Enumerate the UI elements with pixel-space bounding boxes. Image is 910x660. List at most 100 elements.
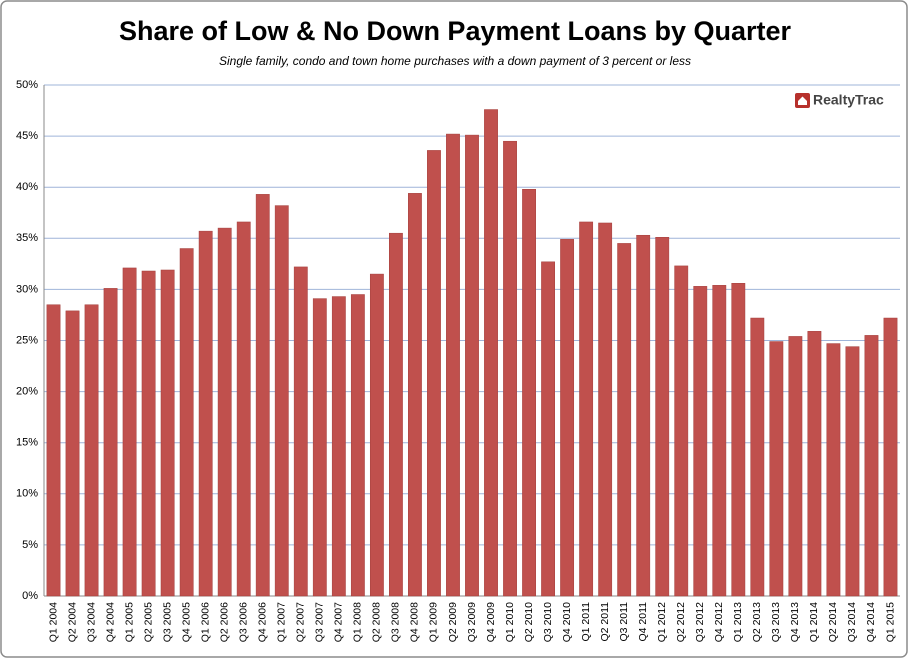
y-tick-label: 5% <box>22 539 38 551</box>
bar <box>598 222 613 597</box>
y-tick-label: 30% <box>16 283 38 295</box>
x-tick-label: Q3 2010 <box>542 602 554 642</box>
bar <box>731 283 746 597</box>
bar <box>864 335 879 597</box>
bar <box>674 265 689 597</box>
x-tick-label: Q1 2011 <box>580 602 592 642</box>
x-tick-label: Q2 2005 <box>142 602 154 642</box>
x-tick-label: Q2 2008 <box>371 602 383 642</box>
bar <box>560 239 575 597</box>
bar <box>389 232 403 597</box>
bar <box>693 286 708 597</box>
bar <box>274 205 289 597</box>
x-tick-label: Q2 2010 <box>523 602 535 642</box>
bar <box>160 269 175 597</box>
bar <box>845 346 860 597</box>
x-tick-label: Q1 2014 <box>808 602 820 642</box>
x-tick-label: Q4 2013 <box>789 602 801 642</box>
bar <box>84 304 99 597</box>
x-tick-label: Q1 2005 <box>123 602 135 642</box>
x-tick-label: Q3 2009 <box>466 602 478 642</box>
x-tick-label: Q3 2007 <box>314 602 326 642</box>
bar <box>179 248 194 597</box>
x-tick-label: Q2 2012 <box>675 602 687 642</box>
x-tick-label: Q4 2011 <box>637 602 649 642</box>
x-tick-label: Q3 2008 <box>390 602 402 642</box>
y-tick-label: 45% <box>16 130 38 142</box>
x-tick-label: Q3 2006 <box>238 602 250 642</box>
x-tick-label: Q4 2012 <box>713 602 725 642</box>
y-tick-label: 0% <box>22 590 38 602</box>
x-tick-label: Q1 2007 <box>276 602 288 642</box>
bar <box>122 267 137 597</box>
x-tick-label: Q1 2015 <box>884 602 896 642</box>
bar <box>446 133 460 597</box>
bar <box>712 285 727 597</box>
x-tick-label: Q4 2004 <box>104 602 116 642</box>
logo-house <box>798 96 807 105</box>
x-tick-label: Q2 2009 <box>447 602 459 642</box>
bar <box>769 341 784 597</box>
bar <box>293 266 308 597</box>
x-tick-label: Q2 2007 <box>295 602 307 642</box>
bar <box>255 194 270 597</box>
bar <box>617 243 632 597</box>
x-tick-label: Q4 2009 <box>485 602 497 642</box>
bar <box>217 227 232 597</box>
x-tick-label: Q2 2011 <box>599 602 611 642</box>
x-tick-label: Q1 2010 <box>504 602 516 642</box>
bar <box>883 317 898 597</box>
bar <box>522 188 536 597</box>
y-tick-label: 10% <box>16 488 38 500</box>
bar <box>236 221 251 597</box>
logo-text: RealtyTrac <box>813 92 884 108</box>
bar <box>198 230 213 597</box>
x-tick-label: Q3 2013 <box>770 602 782 642</box>
x-tick-label: Q1 2004 <box>47 602 59 642</box>
y-tick-label: 50% <box>16 79 38 91</box>
bar <box>427 150 441 597</box>
x-tick-label: Q3 2004 <box>85 602 97 642</box>
x-tick-label: Q4 2007 <box>333 602 345 642</box>
bar <box>408 193 422 597</box>
x-tick-label: Q3 2011 <box>618 602 630 642</box>
bar <box>103 288 118 597</box>
bar <box>636 234 651 597</box>
y-tick-label: 40% <box>16 181 38 193</box>
y-tick-label: 15% <box>16 437 38 449</box>
bar <box>465 134 479 597</box>
x-tick-label: Q1 2012 <box>656 602 668 642</box>
x-tick-label: Q1 2013 <box>732 602 744 642</box>
bar <box>655 237 670 597</box>
bar <box>826 343 841 597</box>
bar <box>484 109 498 597</box>
x-tick-label: Q3 2014 <box>846 602 858 642</box>
x-tick-label: Q4 2008 <box>409 602 421 642</box>
chart-title: Share of Low & No Down Payment Loans by … <box>119 16 792 46</box>
bar <box>750 317 765 597</box>
bar <box>369 273 384 597</box>
bar <box>807 331 822 597</box>
bar <box>312 298 327 597</box>
y-tick-label: 35% <box>16 232 38 244</box>
bar <box>46 304 61 597</box>
y-tick-label: 20% <box>16 386 38 398</box>
bar <box>331 296 346 597</box>
x-tick-label: Q2 2013 <box>751 602 763 642</box>
x-tick-label: Q1 2006 <box>199 602 211 642</box>
bar <box>788 336 803 597</box>
bar <box>65 310 80 597</box>
x-tick-label: Q2 2004 <box>66 602 78 642</box>
chart-subtitle: Single family, condo and town home purch… <box>219 54 691 68</box>
x-tick-label: Q4 2005 <box>180 602 192 642</box>
bar <box>503 140 517 597</box>
x-tick-label: Q2 2006 <box>218 602 230 642</box>
bar <box>579 221 594 597</box>
x-tick-label: Q3 2012 <box>694 602 706 642</box>
x-tick-label: Q1 2009 <box>428 602 440 642</box>
x-tick-label: Q4 2014 <box>865 602 877 642</box>
bar <box>141 270 156 597</box>
x-tick-label: Q2 2014 <box>827 602 839 642</box>
